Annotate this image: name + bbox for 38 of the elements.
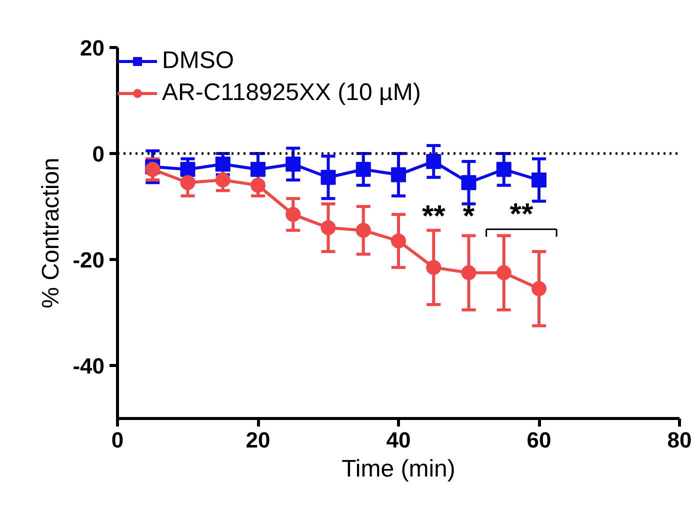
y-tick-label: -20 [72,248,104,272]
point [496,162,512,177]
point [320,170,336,185]
point [356,162,371,177]
point [461,175,476,190]
point [286,206,301,222]
x-axis-title: Time (min) [342,456,456,482]
point [180,175,196,190]
point [496,265,512,280]
point [461,265,476,280]
point [426,154,442,169]
point [215,172,230,188]
x-tick-label: 40 [386,428,411,452]
point [250,178,266,193]
x-tick-label: 0 [111,428,124,452]
annotation: ** [510,198,534,232]
point [391,233,406,248]
point [286,156,301,172]
y-tick-label: 0 [92,142,105,166]
point [356,222,371,238]
x-tick-label: 20 [246,428,270,452]
point [391,167,406,182]
x-tick-label: 60 [526,428,552,452]
annotation: ** [422,200,446,233]
point [215,156,230,172]
y-tick-label: 20 [80,36,105,60]
y-axis-title: % Contraction [38,158,65,308]
y-tick-label: -40 [72,354,104,378]
legend-label: DMSO [162,47,234,75]
point [532,172,546,188]
x-tick-label: 80 [667,428,692,452]
point [180,162,196,177]
annotation: * [462,200,475,233]
point [426,260,442,275]
point [320,220,336,236]
point [532,281,546,296]
legend-label: AR-C118925XX (10 µM) [162,79,421,107]
point [250,162,266,177]
